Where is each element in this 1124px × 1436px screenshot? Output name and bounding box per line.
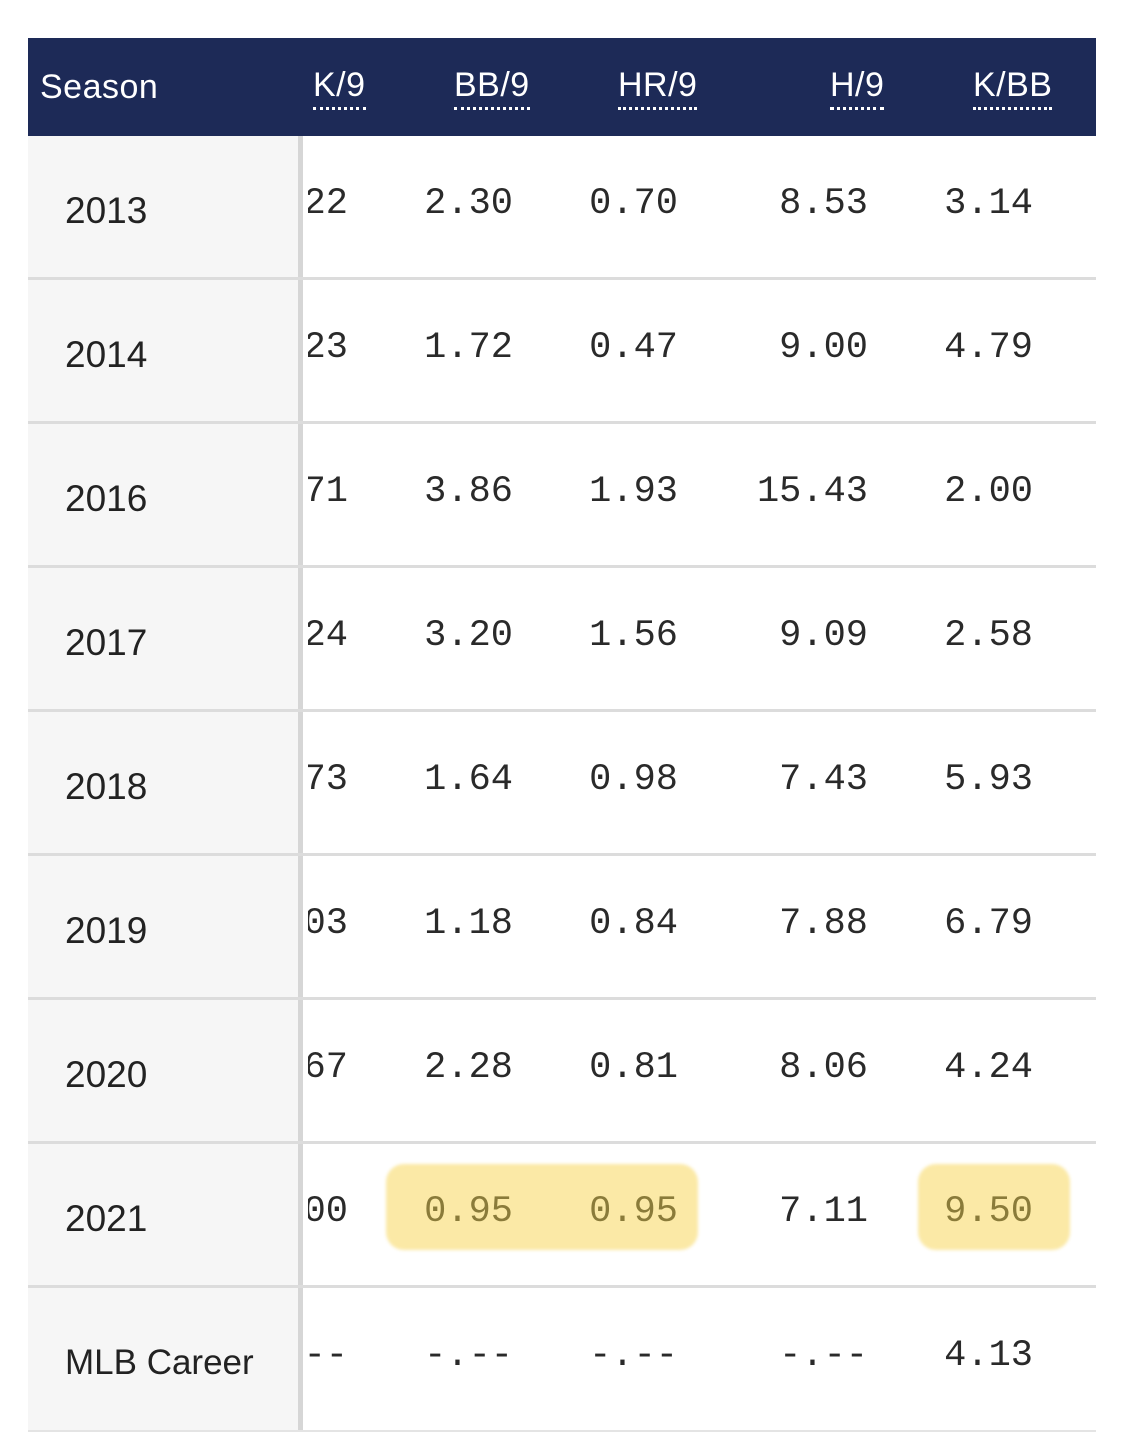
header-h9[interactable]: H/9 <box>830 38 885 136</box>
kbb-cell: 2.00 <box>944 470 1033 513</box>
header-bb9[interactable]: BB/9 <box>454 38 530 136</box>
season-cell: 2013 <box>28 136 303 277</box>
k9-cell-clip: 23 <box>308 280 348 421</box>
table-row: 2019 03 1.18 0.84 7.88 6.79 <box>28 856 1096 1000</box>
k9-cell: 67 <box>308 1046 348 1089</box>
table-header: Season K/9 BB/9 HR/9 H/9 K/BB <box>28 38 1096 136</box>
k9-cell-clip: 03 <box>308 856 348 997</box>
kbb-cell: 2.58 <box>944 614 1033 657</box>
hr9-cell: 1.56 <box>589 614 678 657</box>
kbb-cell: 6.79 <box>944 902 1033 945</box>
k9-cell: 71 <box>308 470 348 513</box>
season-cell: 2021 <box>28 1144 303 1285</box>
k9-cell: 00 <box>308 1190 348 1233</box>
h9-cell: 7.88 <box>779 902 868 945</box>
header-k9-label: K/9 <box>313 65 366 110</box>
kbb-cell: 4.24 <box>944 1046 1033 1089</box>
table-row: 2020 67 2.28 0.81 8.06 4.24 <box>28 1000 1096 1144</box>
k9-cell-clip: 00 <box>308 1144 348 1285</box>
header-k9[interactable]: K/9 <box>313 38 366 136</box>
header-bb9-label: BB/9 <box>454 65 530 110</box>
hr9-cell: 0.47 <box>589 326 678 369</box>
k9-cell: 03 <box>308 902 348 945</box>
header-hr9-label: HR/9 <box>618 65 698 110</box>
k9-cell-clip: 73 <box>308 712 348 853</box>
bb9-cell: 0.95 <box>424 1190 513 1233</box>
season-cell: 2016 <box>28 424 303 565</box>
k9-cell: 24 <box>308 614 348 657</box>
k9-cell: 22 <box>308 182 348 225</box>
bb9-cell: 3.20 <box>424 614 513 657</box>
h9-cell: -.-- <box>779 1335 868 1377</box>
season-cell: 2019 <box>28 856 303 997</box>
kbb-cell: 5.93 <box>944 758 1033 801</box>
bb9-cell: -.-- <box>424 1335 513 1377</box>
hr9-cell: -.-- <box>589 1335 678 1377</box>
bb9-cell: 2.30 <box>424 182 513 225</box>
bb9-cell: 1.64 <box>424 758 513 801</box>
bb9-cell: 1.18 <box>424 902 513 945</box>
hr9-cell: 0.95 <box>589 1190 678 1233</box>
k9-cell-clip: 71 <box>308 424 348 565</box>
season-cell: 2017 <box>28 568 303 709</box>
k9-cell-clip: 22 <box>308 136 348 277</box>
header-kbb-label: K/BB <box>973 65 1053 110</box>
table-body: 2013 22 2.30 0.70 8.53 3.14 2014 23 1.72 0.47 9.00… <box>28 136 1096 1432</box>
hr9-cell: 0.98 <box>589 758 678 801</box>
table-row: 2016 71 3.86 1.93 15.43 2.00 <box>28 424 1096 568</box>
hr9-cell: 0.70 <box>589 182 678 225</box>
highlight-mark <box>918 1164 1070 1250</box>
k9-cell-clip: 67 <box>308 1000 348 1141</box>
k9-cell-clip: -- <box>308 1288 348 1430</box>
season-cell: 2014 <box>28 280 303 421</box>
season-cell: 2020 <box>28 1000 303 1141</box>
k9-cell: 73 <box>308 758 348 801</box>
header-h9-label: H/9 <box>830 65 885 110</box>
h9-cell: 7.43 <box>779 758 868 801</box>
k9-cell: 23 <box>308 326 348 369</box>
kbb-cell: 4.79 <box>944 326 1033 369</box>
highlight-mark <box>386 1164 698 1250</box>
kbb-cell: 4.13 <box>944 1335 1033 1377</box>
header-season[interactable]: Season <box>40 38 158 136</box>
kbb-cell: 9.50 <box>944 1190 1033 1233</box>
hr9-cell: 1.93 <box>589 470 678 513</box>
header-hr9[interactable]: HR/9 <box>618 38 698 136</box>
h9-cell: 15.43 <box>756 470 868 513</box>
table-row: 2021 00 0.95 0.95 7.11 9.50 <box>28 1144 1096 1288</box>
table-row: 2014 23 1.72 0.47 9.00 4.79 <box>28 280 1096 424</box>
k9-cell: -- <box>308 1335 348 1377</box>
h9-cell: 7.11 <box>779 1190 868 1233</box>
season-cell: 2018 <box>28 712 303 853</box>
k9-cell-clip: 24 <box>308 568 348 709</box>
h9-cell: 8.06 <box>779 1046 868 1089</box>
bb9-cell: 2.28 <box>424 1046 513 1089</box>
bb9-cell: 3.86 <box>424 470 513 513</box>
table-row: 2018 73 1.64 0.98 7.43 5.93 <box>28 712 1096 856</box>
season-cell: MLB Career <box>28 1288 303 1430</box>
h9-cell: 9.00 <box>779 326 868 369</box>
bb9-cell: 1.72 <box>424 326 513 369</box>
hr9-cell: 0.84 <box>589 902 678 945</box>
header-season-label: Season <box>40 67 159 106</box>
h9-cell: 9.09 <box>779 614 868 657</box>
kbb-cell: 3.14 <box>944 182 1033 225</box>
table-row: MLB Career -- -.-- -.-- -.-- 4.13 <box>28 1288 1096 1432</box>
stats-table: Season K/9 BB/9 HR/9 H/9 K/BB 2013 22 2.30… <box>28 38 1096 1432</box>
table-row: 2017 24 3.20 1.56 9.09 2.58 <box>28 568 1096 712</box>
h9-cell: 8.53 <box>779 182 868 225</box>
header-kbb[interactable]: K/BB <box>973 38 1053 136</box>
hr9-cell: 0.81 <box>589 1046 678 1089</box>
table-row: 2013 22 2.30 0.70 8.53 3.14 <box>28 136 1096 280</box>
